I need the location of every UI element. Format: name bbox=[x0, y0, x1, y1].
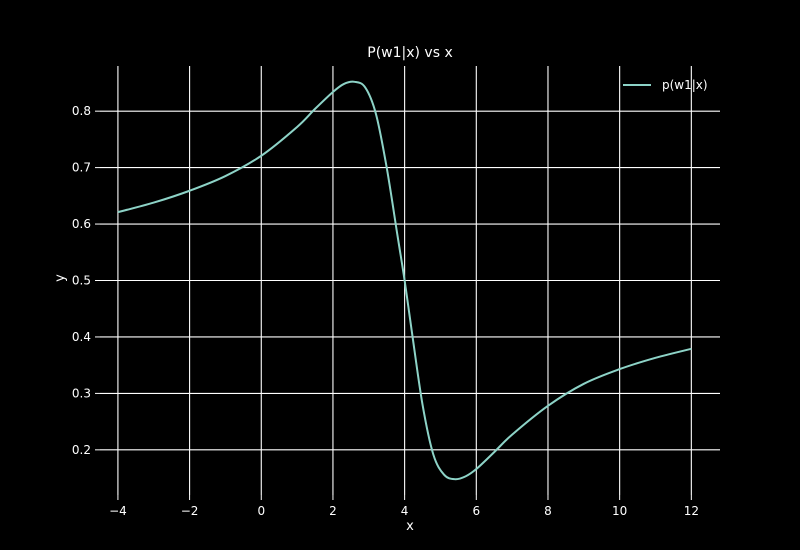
y-tick-label: 0.7 bbox=[72, 161, 91, 175]
y-axis-label: y bbox=[53, 274, 68, 282]
x-tick-label: −4 bbox=[109, 504, 127, 518]
legend: p(w1|x) bbox=[623, 78, 708, 92]
grid bbox=[100, 66, 720, 495]
x-tick-label: 12 bbox=[684, 504, 699, 518]
y-tick-label: 0.8 bbox=[72, 104, 91, 118]
x-tick-label: 0 bbox=[257, 504, 265, 518]
x-tick-label: 2 bbox=[329, 504, 337, 518]
x-axis-label: x bbox=[406, 519, 414, 534]
series-line-p-w1-x bbox=[117, 80, 692, 481]
legend-entry-label: p(w1|x) bbox=[662, 78, 708, 92]
y-tick-label: 0.5 bbox=[72, 274, 91, 288]
x-tick-label: 4 bbox=[401, 504, 409, 518]
x-tick-label: −2 bbox=[181, 504, 199, 518]
y-tick-label: 0.3 bbox=[72, 386, 91, 400]
y-tick-label: 0.2 bbox=[72, 443, 91, 457]
y-axis-ticks: 0.2 0.3 0.4 0.5 0.6 0.7 0.8 bbox=[72, 104, 100, 457]
series-layer bbox=[117, 80, 692, 481]
x-tick-label: 8 bbox=[544, 504, 552, 518]
chart-title: P(w1|x) vs x bbox=[367, 45, 453, 61]
x-tick-label: 10 bbox=[612, 504, 627, 518]
x-tick-label: 6 bbox=[472, 504, 480, 518]
y-tick-label: 0.4 bbox=[72, 330, 91, 344]
x-axis-ticks: −4 −2 0 2 4 6 8 10 12 bbox=[109, 495, 699, 518]
y-tick-label: 0.6 bbox=[72, 217, 91, 231]
